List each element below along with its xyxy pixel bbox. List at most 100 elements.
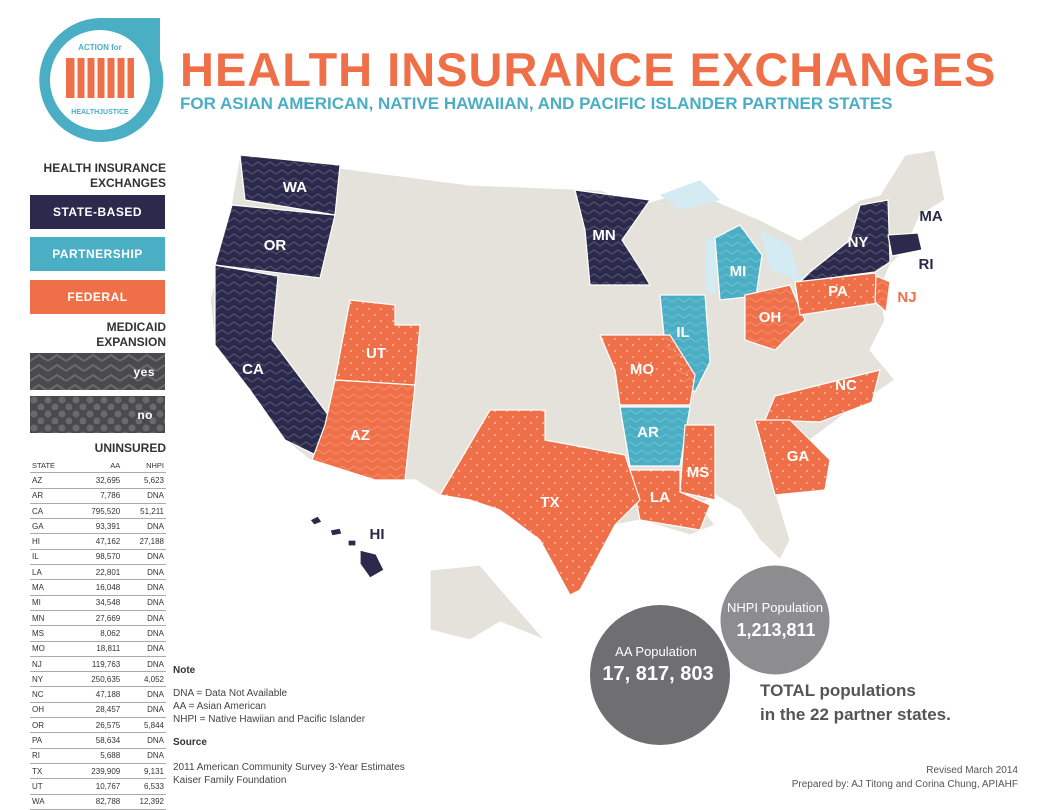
aa-value: 17, 817, 803: [602, 663, 713, 685]
table-cell: AR: [30, 488, 72, 504]
table-row: MI 34,548 DNA: [30, 595, 166, 611]
col-header: AA: [71, 458, 123, 474]
table-cell: IL: [30, 549, 72, 566]
table-cell: DNA: [122, 656, 166, 673]
state-label: RI: [919, 256, 934, 273]
table-cell: 34,548: [71, 595, 123, 611]
table-cell: 119,763: [71, 656, 123, 673]
state-label: MN: [592, 227, 615, 244]
table-cell: DNA: [122, 748, 166, 764]
state-label: MA: [919, 208, 942, 225]
table-row: AZ 32,695 5,623: [30, 472, 166, 489]
table-cell: 4,052: [122, 671, 166, 688]
table-cell: WA: [30, 794, 72, 810]
table-cell: 5,688: [71, 748, 123, 764]
table-row: PA 58,634 DNA: [30, 732, 166, 749]
legend-label: no: [137, 407, 153, 422]
table-row: CA 795,520 51,211: [30, 503, 166, 520]
state-label: MO: [630, 361, 654, 378]
table-cell: DNA: [122, 732, 166, 749]
table-cell: MO: [30, 641, 72, 657]
state-label: AZ: [350, 427, 370, 444]
table-cell: 250,635: [71, 671, 123, 688]
state-label: OR: [264, 237, 287, 254]
table-cell: OH: [30, 702, 72, 719]
state-label: HI: [370, 526, 385, 543]
legend-item: PARTNERSHIP: [30, 237, 165, 271]
table-cell: NJ: [30, 656, 72, 673]
table-row: MS 8,062 DNA: [30, 625, 166, 642]
table-cell: DNA: [122, 488, 166, 504]
revised: Revised March 2014: [926, 765, 1018, 776]
table-cell: NC: [30, 686, 72, 703]
table-row: TX 239,909 9,131: [30, 763, 166, 780]
aa-label: AA Population: [615, 644, 697, 659]
table-cell: 47,162: [71, 533, 123, 550]
table-cell: 12,392: [122, 794, 166, 810]
logo-top: ACTION for: [78, 43, 122, 52]
table-row: NJ 119,763 DNA: [30, 656, 166, 673]
table-cell: 8,062: [71, 625, 123, 642]
uninsured-table: STATE AA NHPI AZ 32,695 5,623 AR 7,786 DNA CA 7…: [30, 458, 166, 810]
table-row: HI 47,162 27,188: [30, 533, 166, 550]
table-row: RI 5,688 DNA: [30, 748, 166, 764]
state-label: MI: [730, 263, 747, 280]
table-cell: MA: [30, 579, 72, 596]
table-cell: DNA: [122, 579, 166, 596]
subtitle: FOR ASIAN AMERICAN, NATIVE HAWAIIAN, AND…: [180, 94, 893, 113]
table-row: OR 26,575 5,844: [30, 717, 166, 734]
table-header: STATE AA NHPI: [30, 458, 166, 474]
col-header: STATE: [30, 458, 72, 474]
state-labels: WA OR CA UT AZ MN MI IL OH PA NY MA RI N…: [242, 179, 943, 543]
table-cell: DNA: [122, 702, 166, 719]
legend-label: yes: [133, 364, 155, 379]
table-cell: 10,767: [71, 778, 123, 795]
table-cell: PA: [30, 732, 72, 749]
table-cell: 82,788: [71, 794, 123, 810]
table-row: NC 47,188 DNA: [30, 686, 166, 703]
table-row: AR 7,786 DNA: [30, 488, 166, 504]
table-body: AZ 32,695 5,623 AR 7,786 DNA CA 795,520 51,211 GA…: [30, 472, 166, 810]
source-line: 2011 American Community Survey 3-Year Es…: [173, 762, 405, 773]
table-cell: 795,520: [71, 503, 123, 520]
state-label: WA: [283, 179, 307, 196]
table-cell: 93,391: [71, 518, 123, 535]
us-map: [209, 149, 946, 641]
table-row: MN 27,669 DNA: [30, 610, 166, 627]
legend-item: STATE-BASED: [30, 195, 165, 229]
nhpi-bubble: [717, 562, 833, 678]
legend-title: MEDICAID EXPANSION: [96, 320, 166, 349]
table-cell: 239,909: [71, 763, 123, 780]
state-label: CA: [242, 361, 264, 378]
table-row: LA 22,801 DNA: [30, 564, 166, 581]
table-cell: 9,131: [122, 763, 166, 780]
table-cell: 47,188: [71, 686, 123, 703]
table-cell: DNA: [122, 625, 166, 642]
table-row: NY 250,635 4,052: [30, 671, 166, 688]
alaska: [429, 564, 546, 641]
source-heading: Source: [173, 737, 207, 748]
legend-title: HEALTH INSURANCE EXCHANGES: [43, 161, 166, 190]
note-line: NHPI = Native Hawiian and Pacific Island…: [173, 714, 366, 725]
table-cell: 5,623: [122, 472, 166, 489]
table-cell: 27,188: [122, 533, 166, 550]
table-cell: NY: [30, 671, 72, 688]
legend-item: FEDERAL: [30, 280, 165, 314]
table-cell: 16,048: [71, 579, 123, 596]
table-cell: DNA: [122, 641, 166, 657]
table-row: GA 93,391 DNA: [30, 518, 166, 535]
table-cell: 18,811: [71, 641, 123, 657]
prepared-by: Prepared by: AJ Titong and Corina Chung,…: [792, 779, 1018, 790]
dot-pattern: [30, 396, 165, 433]
state-label: UT: [366, 345, 386, 362]
table-cell: RI: [30, 748, 72, 764]
table-cell: CA: [30, 503, 72, 520]
zig-pattern: [30, 353, 165, 390]
table-row: UT 10,767 6,533: [30, 778, 166, 795]
population-bubbles: AA Population 17, 817, 803 NHPI Populati…: [590, 562, 951, 745]
state-label: MS: [687, 464, 710, 481]
state-label: OH: [759, 309, 782, 326]
table-cell: 22,801: [71, 564, 123, 581]
note-line: AA = Asian American: [173, 701, 267, 712]
